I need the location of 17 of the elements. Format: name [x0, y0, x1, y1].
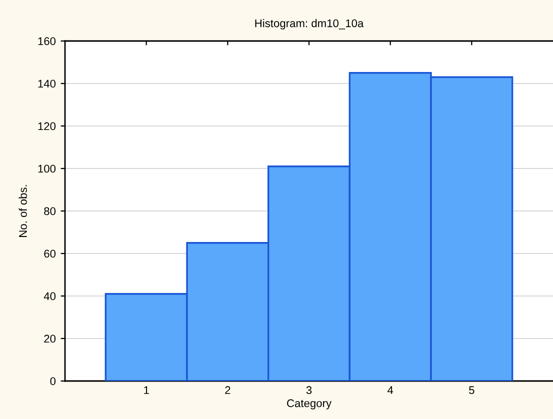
x-tick-label: 1 [144, 386, 149, 394]
y-tick-label: 140 [38, 80, 56, 88]
y-tick-label: 80 [44, 207, 56, 216]
x-axis-title: Category [287, 399, 332, 410]
x-tick-label: 3 [306, 386, 312, 394]
x-tick-label: 5 [469, 386, 474, 394]
y-tick-label: 40 [44, 292, 56, 300]
x-tick-label: 2 [225, 386, 230, 394]
chart-title: Histogram: dm10_10a [255, 19, 364, 30]
y-tick-label: 120 [38, 122, 56, 130]
y-tick-label: 20 [44, 334, 56, 343]
y-tick-label: 100 [38, 164, 56, 173]
y-tick-label: 0 [50, 377, 56, 386]
y-tick-label: 160 [38, 37, 56, 46]
x-tick-label: 4 [388, 386, 394, 394]
y-tick-label: 60 [44, 250, 56, 258]
y-axis-title: No. of obs. [18, 185, 27, 237]
